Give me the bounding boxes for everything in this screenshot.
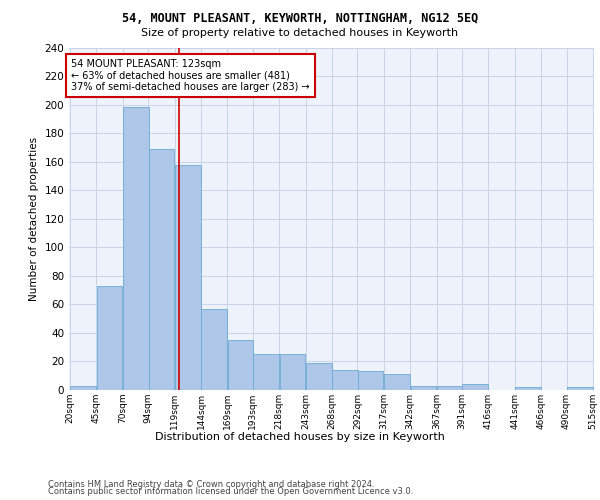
Bar bbox=[463, 384, 488, 390]
Bar bbox=[410, 386, 436, 390]
Bar bbox=[253, 354, 279, 390]
Bar bbox=[515, 387, 541, 390]
Text: 54 MOUNT PLEASANT: 123sqm
← 63% of detached houses are smaller (481)
37% of semi: 54 MOUNT PLEASANT: 123sqm ← 63% of detac… bbox=[71, 59, 310, 92]
Text: Size of property relative to detached houses in Keyworth: Size of property relative to detached ho… bbox=[142, 28, 458, 38]
Bar bbox=[384, 374, 410, 390]
Text: Distribution of detached houses by size in Keyworth: Distribution of detached houses by size … bbox=[155, 432, 445, 442]
Text: Contains HM Land Registry data © Crown copyright and database right 2024.: Contains HM Land Registry data © Crown c… bbox=[48, 480, 374, 489]
Text: Contains public sector information licensed under the Open Government Licence v3: Contains public sector information licen… bbox=[48, 488, 413, 496]
Bar bbox=[280, 354, 305, 390]
Text: 54, MOUNT PLEASANT, KEYWORTH, NOTTINGHAM, NG12 5EQ: 54, MOUNT PLEASANT, KEYWORTH, NOTTINGHAM… bbox=[122, 12, 478, 25]
Bar bbox=[437, 386, 463, 390]
Bar bbox=[332, 370, 358, 390]
Bar bbox=[202, 308, 227, 390]
Bar bbox=[149, 149, 174, 390]
Bar bbox=[306, 363, 332, 390]
Bar bbox=[97, 286, 122, 390]
Bar bbox=[123, 108, 149, 390]
Bar bbox=[358, 372, 383, 390]
Bar bbox=[70, 386, 96, 390]
Bar bbox=[175, 164, 200, 390]
Bar bbox=[228, 340, 253, 390]
Bar bbox=[567, 387, 593, 390]
Y-axis label: Number of detached properties: Number of detached properties bbox=[29, 136, 39, 301]
